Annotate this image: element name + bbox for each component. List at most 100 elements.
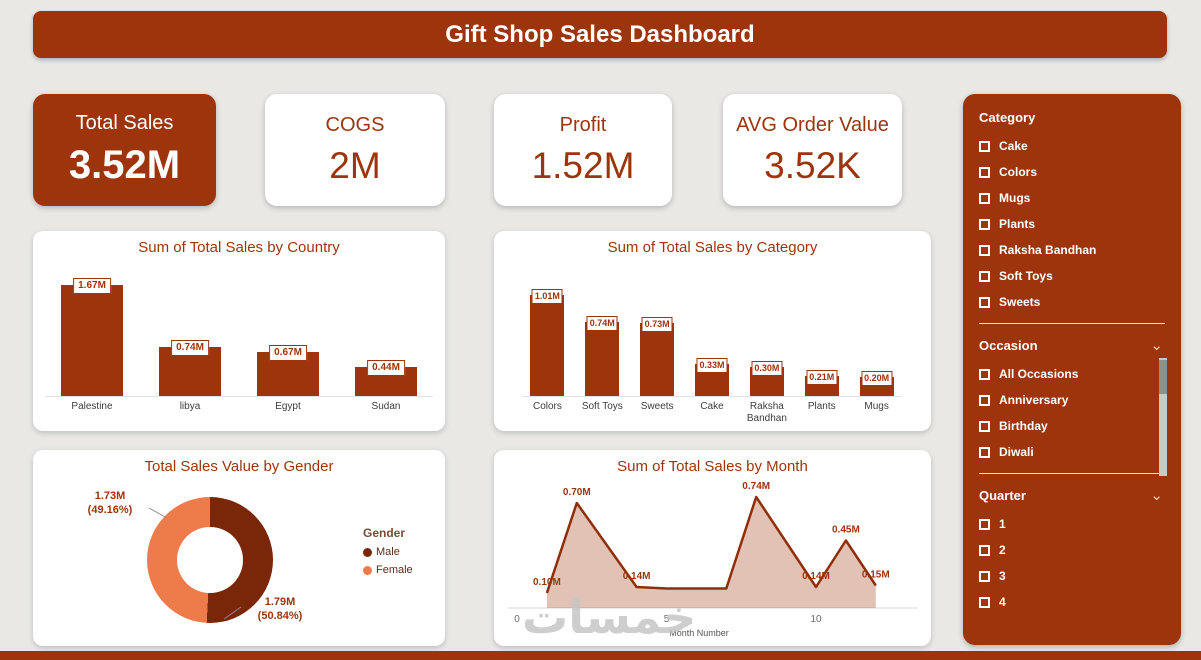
filter-section-title: Quarter [979, 488, 1026, 503]
dashboard-header: Gift Shop Sales Dashboard [33, 11, 1167, 58]
filter-item-mugs[interactable]: Mugs [979, 185, 1165, 211]
bar-value-label: 1.67M [73, 278, 111, 294]
bar-mugs[interactable]: 0.20M Mugs [849, 281, 904, 423]
bar-rect[interactable] [585, 322, 620, 397]
kpi-label: AVG Order Value [736, 113, 889, 136]
donut-label-female-pct: (49.16%) [87, 503, 133, 516]
checkbox-3[interactable] [979, 570, 990, 582]
checkbox-colors[interactable] [979, 166, 990, 178]
bar-category-label: Colors [532, 401, 562, 412]
filter-item-4[interactable]: 4 [979, 589, 1165, 615]
legend-dot [363, 547, 372, 557]
filter-item-label: Soft Toys [999, 269, 1053, 283]
scrollbar-thumb[interactable] [1159, 360, 1167, 394]
filter-section-header: Quarter ⌄ [979, 484, 1165, 511]
filter-item-sweets[interactable]: Sweets [979, 289, 1165, 315]
bar-stack: 0.20M [849, 281, 904, 397]
checkbox-diwali[interactable] [979, 446, 990, 458]
checkbox-birthday[interactable] [979, 420, 990, 432]
filter-item-plants[interactable]: Plants [979, 211, 1165, 237]
checkbox-anniversary[interactable] [979, 394, 990, 406]
bar-category-label: Egypt [275, 401, 301, 412]
area-fill [546, 497, 876, 608]
bar-colors[interactable]: 1.01M Colors [520, 281, 575, 423]
checkbox-raksha-bandhan[interactable] [979, 244, 990, 256]
checkbox-cake[interactable] [979, 140, 990, 152]
kpi-card-cogs[interactable]: COGS 2M [265, 94, 445, 206]
checkbox-all-occasions[interactable] [979, 368, 990, 380]
filter-item-label: Mugs [999, 191, 1031, 205]
filter-item-label: Sweets [999, 295, 1041, 309]
filter-item-colors[interactable]: Colors [979, 159, 1165, 185]
kpi-label: COGS [325, 113, 385, 136]
point-data-label: 0.15M [862, 570, 890, 581]
kpi-card-avg-order-value[interactable]: AVG Order Value 3.52K [723, 94, 902, 206]
point-data-label: 0.70M [563, 487, 591, 498]
legend-item-male[interactable]: Male [363, 546, 413, 558]
x-tick-label: 0 [514, 614, 520, 625]
bar-value-label: 0.67M [269, 345, 307, 361]
checkbox-1[interactable] [979, 518, 990, 530]
checkbox-2[interactable] [979, 544, 990, 556]
chevron-down-icon[interactable]: ⌄ [1150, 486, 1163, 504]
bar-category-label: Plants [807, 401, 836, 412]
filter-item-all-occasions[interactable]: All Occasions [979, 361, 1165, 387]
filter-item-cake[interactable]: Cake [979, 133, 1165, 159]
legend-label: Male [376, 546, 400, 558]
checkbox-soft-toys[interactable] [979, 270, 990, 282]
filter-panel: Category Cake Colors Mugs Plants Raksha Bandh… [963, 94, 1181, 645]
bar-palestine[interactable]: 1.67M Palestine [43, 278, 141, 423]
bar-cake[interactable]: 0.33M Cake [685, 281, 740, 423]
filter-item-label: Colors [999, 165, 1038, 179]
bar-rect[interactable] [530, 295, 565, 397]
bar-rect[interactable] [640, 323, 675, 397]
bar-libya[interactable]: 0.74M libya [141, 281, 239, 423]
bar-egypt[interactable]: 0.67M Egypt [239, 281, 337, 423]
filter-item-2[interactable]: 2 [979, 537, 1165, 563]
chevron-down-icon[interactable]: ⌄ [1150, 336, 1163, 354]
footer-bar [0, 651, 1201, 660]
filter-item-anniversary[interactable]: Anniversary [979, 387, 1165, 413]
bar-sudan[interactable]: 0.44M Sudan [337, 281, 435, 423]
filter-divider [979, 473, 1165, 474]
filter-item-raksha-bandhan[interactable]: Raksha Bandhan [979, 237, 1165, 263]
filter-item-label: Plants [999, 217, 1036, 231]
category-bar-chart-card: Sum of Total Sales by Category 1.01M Colo… [494, 231, 931, 431]
kpi-card-profit[interactable]: Profit 1.52M [494, 94, 672, 206]
legend-title: Gender [363, 526, 406, 540]
scrollbar-track[interactable] [1159, 358, 1167, 476]
filter-item-1[interactable]: 1 [979, 511, 1165, 537]
point-data-label: 0.14M [623, 571, 651, 582]
bar-stack: 0.73M [630, 281, 685, 397]
x-tick-label: 5 [664, 614, 670, 625]
filter-item-soft-toys[interactable]: Soft Toys [979, 263, 1165, 289]
donut-label-female: 1.73M (49.16%) [65, 490, 155, 518]
bar-value-label: 0.30M [751, 361, 783, 376]
bar-stack: 1.01M [520, 281, 575, 397]
bar-sweets[interactable]: 0.73M Sweets [630, 281, 685, 423]
filter-item-diwali[interactable]: Diwali [979, 439, 1165, 465]
bar-value-label: 0.74M [586, 316, 618, 331]
bar-raksha-bandhan[interactable]: 0.30M Raksha Bandhan [739, 281, 794, 424]
gender-donut[interactable] [147, 497, 273, 623]
donut-label-male-value: 1.79M [264, 596, 296, 608]
filter-item-3[interactable]: 3 [979, 563, 1165, 589]
checkbox-4[interactable] [979, 596, 990, 608]
kpi-card-total-sales[interactable]: Total Sales 3.52M [33, 94, 216, 206]
country-chart-title: Sum of Total Sales by Country [138, 239, 340, 256]
bar-rect[interactable] [61, 285, 123, 397]
legend-label: Female [376, 564, 413, 576]
kpi-value: 1.52M [531, 144, 635, 186]
bar-category-label: libya [179, 401, 201, 412]
bar-soft-toys[interactable]: 0.74M Soft Toys [575, 281, 630, 423]
checkbox-plants[interactable] [979, 218, 990, 230]
bar-plants[interactable]: 0.21M Plants [794, 281, 849, 423]
checkbox-mugs[interactable] [979, 192, 990, 204]
bar-stack: 1.67M [43, 278, 141, 397]
month-plot-area[interactable]: 0.10M 0.70M 0.14M 0.74M 0.14M 0.45M 0.15M 0 5 10 M… [494, 450, 931, 646]
filter-item-birthday[interactable]: Birthday [979, 413, 1165, 439]
legend-item-female[interactable]: Female [363, 564, 413, 576]
point-data-label: 0.74M [742, 481, 770, 492]
checkbox-sweets[interactable] [979, 296, 990, 308]
